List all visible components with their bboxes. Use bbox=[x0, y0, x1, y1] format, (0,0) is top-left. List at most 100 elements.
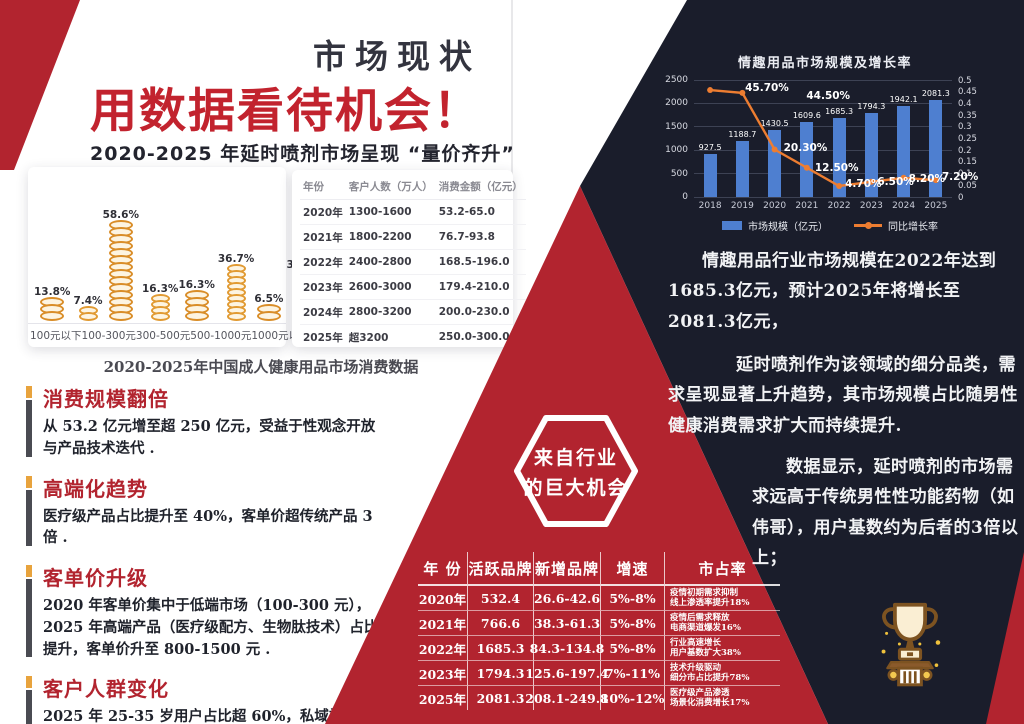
section-title: 客户人群变化 bbox=[43, 677, 169, 702]
consumption-table-card: 年份 客户人数（万人） 消费金额（亿元） 2020年 1300-1600 53.2-65.… bbox=[292, 170, 526, 347]
gridline bbox=[694, 173, 952, 175]
x-axis-label: 2018 bbox=[698, 201, 722, 211]
bullet-gray bbox=[26, 579, 32, 658]
brand-table-cell: 疫情初期需求抑制 线上渗透率提升18% bbox=[664, 586, 780, 611]
brand-table-cell: 行业高速增长 用户基数扩大38% bbox=[664, 636, 780, 661]
brand-table-cell: 5%-8% bbox=[600, 636, 664, 661]
consumption-table: 年份 客户人数（万人） 消费金额（亿元） 2020年 1300-1600 53.2-65.… bbox=[300, 174, 526, 349]
brand-table-header: 年 份 bbox=[418, 552, 467, 586]
table-cell: 2600-3000 bbox=[345, 274, 436, 300]
coin-group: 58.6% 16.3% bbox=[102, 209, 179, 321]
coin-percent-label: 58.6% bbox=[102, 209, 139, 221]
y-axis-right-label: 0.2 bbox=[958, 145, 972, 156]
page-title: 用数据看待机会！ bbox=[90, 84, 482, 139]
y-axis-right-label: 0.35 bbox=[958, 110, 977, 121]
paragraph-segment-trend: 延时喷剂作为该领域的细分品类，需求呈现显著上升趋势，其市场规模占比随男性健康消费… bbox=[668, 355, 1018, 436]
brand-table-cell: 2081.3 bbox=[467, 686, 533, 710]
coin-chart: 13.8%7.4%58.6%16.3%16.3%36.7%6.5%33.9%4.… bbox=[28, 167, 384, 323]
coin bbox=[108, 311, 133, 321]
section-desc: 医疗级产品占比提升至 40%，客单价超传统产品 3 倍 . bbox=[43, 507, 373, 547]
page-subtitle: 2020-2025 年延时喷剂市场呈现 “量价齐升” bbox=[90, 143, 515, 165]
brand-table-cell: 5%-8% bbox=[600, 586, 664, 611]
coin-stack: 6.5% bbox=[254, 293, 283, 321]
brand-table-cell: 1685.3 bbox=[467, 636, 533, 661]
brand-table-header: 新增品牌 bbox=[533, 552, 600, 586]
section-title: 消费规模翻倍 bbox=[43, 387, 169, 411]
brand-table-cell: 10%-12% bbox=[600, 686, 664, 710]
table-row: 2020年 1300-1600 53.2-65.0 bbox=[300, 199, 526, 225]
growth-line bbox=[707, 87, 939, 190]
coin-axis-label: 100元以下 bbox=[30, 330, 82, 342]
coin bbox=[184, 311, 209, 321]
market-bar bbox=[897, 106, 911, 197]
coin-percent-label: 16.3% bbox=[142, 283, 179, 295]
y-axis-right-label: 0.25 bbox=[958, 134, 977, 144]
market-bar bbox=[929, 99, 943, 197]
table-cell: 53.2-65.0 bbox=[435, 199, 526, 225]
coin-axis-label: 500-1000元 bbox=[190, 330, 252, 342]
coin-percent-label: 13.8% bbox=[34, 286, 71, 298]
table-cell: 2800-3200 bbox=[345, 299, 436, 325]
market-bar bbox=[800, 121, 814, 197]
section-customer-change: 客户人群变化 2025 年 25-35 岁用户占比超 60%，私域社群复购率提升… bbox=[26, 673, 388, 724]
coin bbox=[256, 311, 281, 321]
coin bbox=[78, 312, 98, 321]
section-consumption-scale: 消费规模翻倍 从 53.2 亿元增至超 250 亿元，受益于性观念开放与产品技术… bbox=[26, 383, 388, 460]
brand-table-cell: 532.4 bbox=[467, 586, 533, 611]
bullet-gold bbox=[26, 565, 32, 577]
section-title: 高端化趋势 bbox=[43, 476, 148, 501]
table-row: 2022年 2400-2800 168.5-196.0 bbox=[300, 249, 526, 275]
legend-item-line: 同比增长率 bbox=[854, 218, 938, 233]
growth-percent-label: 8.20% bbox=[908, 172, 946, 185]
brand-table-cell: 疫情后需求释放 电商渠道爆发16% bbox=[664, 611, 780, 636]
table-row: 2021年 1800-2200 76.7-93.8 bbox=[300, 224, 526, 250]
brand-table-header: 市占率 bbox=[664, 552, 780, 586]
brand-table-header: 增速 bbox=[600, 552, 664, 586]
brand-table-cell: 2025年 bbox=[418, 691, 467, 707]
coin-percent-label: 7.4% bbox=[73, 295, 103, 307]
legend-item-bar: 市场规模（亿元） bbox=[722, 218, 828, 233]
bar-value-label: 1794.3 bbox=[857, 102, 886, 112]
market-growth-chart: 情趣用品市场规模及增长率 2500 2000 1500 1000 500 0 0.5 0.45… bbox=[660, 46, 1024, 250]
brand-table-cell: 2021年 bbox=[418, 611, 467, 636]
growth-percent-label: 4.70% bbox=[845, 178, 882, 190]
table-cell: 2025年 bbox=[303, 331, 343, 344]
brand-table-cell: 125.6-197.4 bbox=[525, 661, 609, 686]
bullet-gray bbox=[26, 690, 32, 724]
brand-table-cell: 1794.3 bbox=[467, 661, 533, 686]
growth-percent-label: 44.50% bbox=[806, 89, 851, 102]
table-cell: 200.0-230.0 bbox=[435, 299, 526, 325]
brand-table-cell: 766.6 bbox=[467, 611, 533, 636]
coin bbox=[226, 312, 246, 321]
gridline bbox=[694, 79, 952, 81]
table-cell: 超3200 bbox=[348, 331, 389, 344]
market-bar bbox=[735, 141, 749, 197]
coin-axis-label: 100-300元 bbox=[81, 330, 136, 342]
coin bbox=[150, 312, 170, 321]
paragraph-demand-compare: 数据显示，延时喷剂的市场需求远高于传统男性性功能药物（如伟哥），用户基数约为后者… bbox=[752, 457, 1019, 568]
y-axis-right-label: 0.45 bbox=[958, 87, 977, 98]
section-desc: 2025 年 25-35 岁用户占比超 60%，私域社群复购率提升 47%, 女… bbox=[43, 708, 387, 724]
brand-table-cell: 医疗级产品渗透 场景化消费增长17% bbox=[664, 686, 780, 710]
brand-table-cell: 26.6-42.6 bbox=[533, 586, 600, 611]
market-chart-plot: 2500 2000 1500 1000 500 0 0.5 0.45 0.4 0.35 0.3 0.2… bbox=[665, 75, 978, 211]
section-desc: 2020 年客单价集中于低端市场（100-300 元），2025 年高端产品（医… bbox=[43, 597, 379, 658]
brand-table-cell: 7%-11% bbox=[600, 661, 664, 686]
x-axis-label: 2022 bbox=[827, 201, 851, 211]
y-axis-right-label: 0 bbox=[958, 192, 964, 203]
y-axis-right-label: 0.4 bbox=[958, 98, 972, 109]
coin-group: 13.8% 7.4% bbox=[34, 286, 103, 321]
bullet-gray bbox=[26, 400, 32, 457]
table-cell: 2022年 bbox=[300, 249, 346, 275]
bar-value-label: 1609.6 bbox=[792, 110, 821, 120]
coin-stack: 7.4% bbox=[73, 295, 103, 321]
section-price-upgrade: 客单价升级 2020 年客单价集中于低端市场（100-300 元），2025 年… bbox=[26, 562, 388, 660]
coin-bar-chart-card: 13.8%7.4%58.6%16.3%16.3%36.7%6.5%33.9%4.… bbox=[28, 167, 384, 347]
y-axis-right-label: 0.3 bbox=[958, 122, 972, 133]
table-header-cell: 客户人数（万人） bbox=[345, 174, 436, 200]
table-cell: 2400-2800 bbox=[345, 249, 436, 275]
bar-value-label: 1942.1 bbox=[889, 95, 918, 105]
bar-value-label: 1430.5 bbox=[760, 119, 789, 129]
gridline bbox=[694, 149, 952, 151]
market-bar bbox=[864, 113, 878, 197]
